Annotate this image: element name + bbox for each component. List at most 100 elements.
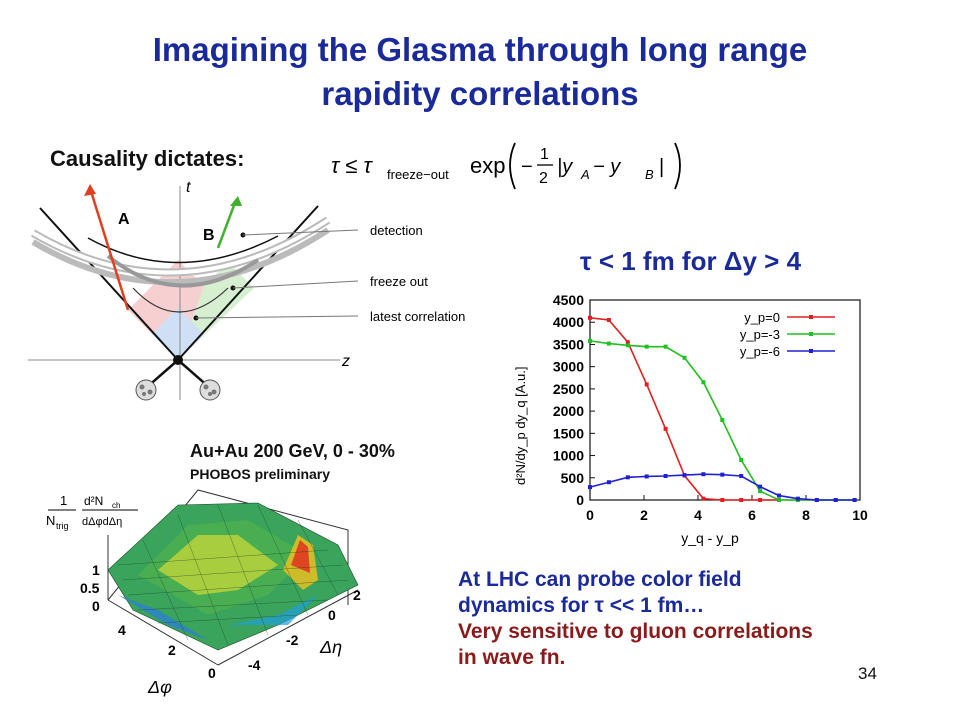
phi-tick-0: 0 xyxy=(208,665,216,681)
causality-formula: τ ≤ τ freeze−out exp − 1 2 |y A − y B | xyxy=(331,142,681,190)
series-point-2 xyxy=(720,472,725,477)
eta-tick-2: 2 xyxy=(353,587,361,603)
surface-mesh xyxy=(117,504,349,646)
formula-minus-yb: − y xyxy=(593,156,621,178)
y-tick-label: 4000 xyxy=(553,314,584,330)
y-tick-label: 0 xyxy=(576,492,584,508)
tau-condition: τ < 1 fm for Δy > 4 xyxy=(580,246,802,276)
y-tick-label: 1000 xyxy=(553,448,584,464)
series-lines xyxy=(588,315,857,502)
legend-marker-0 xyxy=(809,315,813,319)
surface-trough-2 xyxy=(228,595,318,625)
series-point-0 xyxy=(606,318,611,322)
phi-tick-4: 4 xyxy=(118,622,126,638)
pointer-freezeout xyxy=(232,280,359,289)
x-tick-label: 6 xyxy=(748,507,756,523)
phi-axis xyxy=(107,599,219,666)
x-tick-label: 10 xyxy=(852,507,868,523)
phobos-subtitle: PHOBOS preliminary xyxy=(190,466,331,482)
formula-paren-right xyxy=(674,142,681,190)
y-tick-label: 2000 xyxy=(553,403,584,419)
label-detection: detection xyxy=(370,223,423,238)
pointer-latest xyxy=(195,315,359,319)
series-point-2 xyxy=(777,493,781,498)
nucleus-right xyxy=(199,379,221,401)
series-point-2 xyxy=(833,498,838,502)
series-point-0 xyxy=(739,498,744,502)
series-point-0 xyxy=(663,426,668,431)
x-tick-label: 8 xyxy=(802,507,810,523)
formula-lhs: τ ≤ τ xyxy=(331,153,374,178)
z-tick-1: 1 xyxy=(92,562,100,578)
y-tick-label: 4500 xyxy=(553,295,584,308)
y-tick-label: 3000 xyxy=(553,359,584,375)
legend-label-1: y_p=-3 xyxy=(740,327,780,342)
series-point-1 xyxy=(739,458,744,462)
legend-label-0: y_p=0 xyxy=(744,310,780,325)
y-tick-label: 500 xyxy=(561,470,585,486)
series-point-2 xyxy=(814,498,819,502)
z-tick-0-5: 0.5 xyxy=(80,580,100,596)
particle-b-track xyxy=(216,199,238,249)
formula-frac-den: 2 xyxy=(539,170,548,187)
zlabel-num-left: 1 xyxy=(60,493,67,508)
eta-axis xyxy=(217,589,359,666)
label-freezeout: freeze out xyxy=(370,274,428,289)
hyperbola-latest xyxy=(132,287,229,313)
z-tick-0: 0 xyxy=(92,598,100,614)
series-point-0 xyxy=(588,315,592,320)
label-b: B xyxy=(203,227,215,244)
y-ticks: 0 500 1000 1500 2000 2500 3000 3500 4000 4500 xyxy=(553,295,595,508)
particle-a-track xyxy=(88,187,130,311)
lightcone-left xyxy=(39,207,179,361)
formula-minus: − xyxy=(521,156,533,178)
zlabel-den-left: N xyxy=(46,513,55,528)
series-point-0 xyxy=(644,382,649,387)
lhc-line-3: Very sensitive to gluon correlations xyxy=(458,620,813,643)
causality-label: Causality dictates: xyxy=(50,146,245,171)
series-point-1 xyxy=(625,343,630,348)
surface-peak-red xyxy=(291,540,310,573)
legend-marker-2 xyxy=(809,349,813,353)
surface-trough xyxy=(118,595,208,640)
series-point-2 xyxy=(663,474,668,478)
eta-label: Δη xyxy=(319,637,342,657)
lhc-line-1: At LHC can probe color field xyxy=(458,568,742,591)
series-point-1 xyxy=(777,498,781,502)
page-number: 34 xyxy=(858,664,877,683)
legend-label-2: y_p=-6 xyxy=(740,344,780,359)
zlabel-num-right-sub: ch xyxy=(112,501,120,510)
y-tick-label: 2500 xyxy=(553,381,584,397)
y-tick-label: 3500 xyxy=(553,336,584,352)
pointer-detection xyxy=(242,229,359,236)
series-point-2 xyxy=(739,474,744,478)
lhc-text: At LHC can probe color field dynamics fo… xyxy=(458,567,938,671)
phobos-surface-plot: 1 N trig d²N ch dΔφdΔη 1 0.5 0 4 2 0 2 0… xyxy=(46,489,361,697)
chart-ylabel: d²N/dy_p dy_q [A.u.] xyxy=(513,366,528,485)
chart-legend: y_p=0 y_p=-3 y_p=-6 xyxy=(740,310,835,359)
eta-tick-0: 0 xyxy=(328,607,336,623)
band-second xyxy=(31,227,330,286)
formula-ya-sub: A xyxy=(580,167,590,182)
formula-abs-end: | xyxy=(659,156,664,178)
series-point-1 xyxy=(644,344,649,349)
series-point-2 xyxy=(625,475,630,480)
series-point-2 xyxy=(682,473,687,478)
series-point-1 xyxy=(588,338,592,343)
series-point-1 xyxy=(682,355,687,360)
series-point-2 xyxy=(795,496,800,501)
series-point-0 xyxy=(701,496,706,501)
label-a: A xyxy=(118,211,130,228)
eta-tick-minus-2: -2 xyxy=(286,632,299,648)
x-ticks: 0 2 4 6 8 10 xyxy=(586,495,868,523)
x-tick-label: 0 xyxy=(586,507,594,523)
hyperbola-freezeout xyxy=(106,254,260,288)
series-point-1 xyxy=(663,344,668,349)
nucleus-left xyxy=(135,379,157,401)
spacetime-diagram: t z A B detection freeze out latest corr… xyxy=(28,179,465,401)
formula-frac-num: 1 xyxy=(540,146,549,163)
series-point-0 xyxy=(758,498,763,502)
x-tick-label: 2 xyxy=(640,507,648,523)
formula-exp: exp xyxy=(470,153,505,178)
series-point-1 xyxy=(758,489,763,494)
